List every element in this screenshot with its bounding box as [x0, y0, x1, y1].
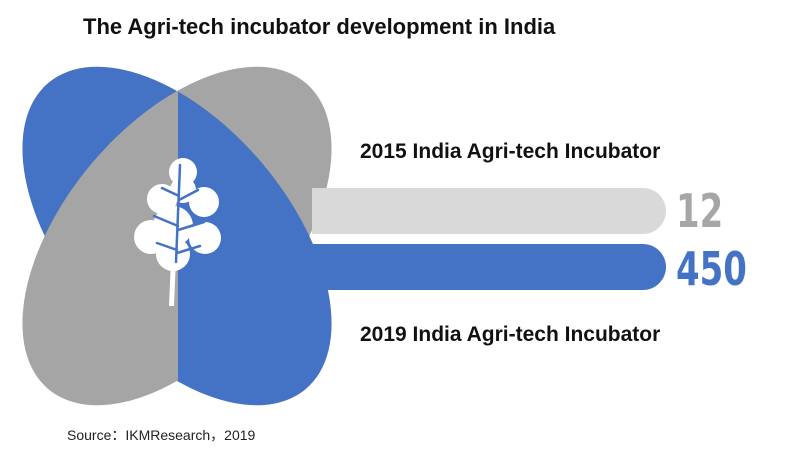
- chart-title: The Agri-tech incubator development in I…: [83, 14, 556, 39]
- bar-2015: [312, 188, 666, 234]
- value-label-2019: 450: [676, 242, 747, 296]
- ellipse-b-right: [178, 66, 332, 406]
- series-label-2019: 2019 India Agri-tech Incubator: [360, 323, 661, 346]
- series-label-2015: 2015 India Agri-tech Incubator: [360, 140, 661, 163]
- bar-2019: [178, 244, 666, 290]
- value-label-2015: 12: [676, 184, 724, 238]
- bar-left-cap-0: [312, 188, 342, 234]
- leaf-veins: [152, 163, 206, 264]
- source-note: Source：IKMResearch，2019: [67, 427, 256, 443]
- oak-leaf-icon: [134, 158, 221, 306]
- ellipse-a-right: [178, 66, 332, 406]
